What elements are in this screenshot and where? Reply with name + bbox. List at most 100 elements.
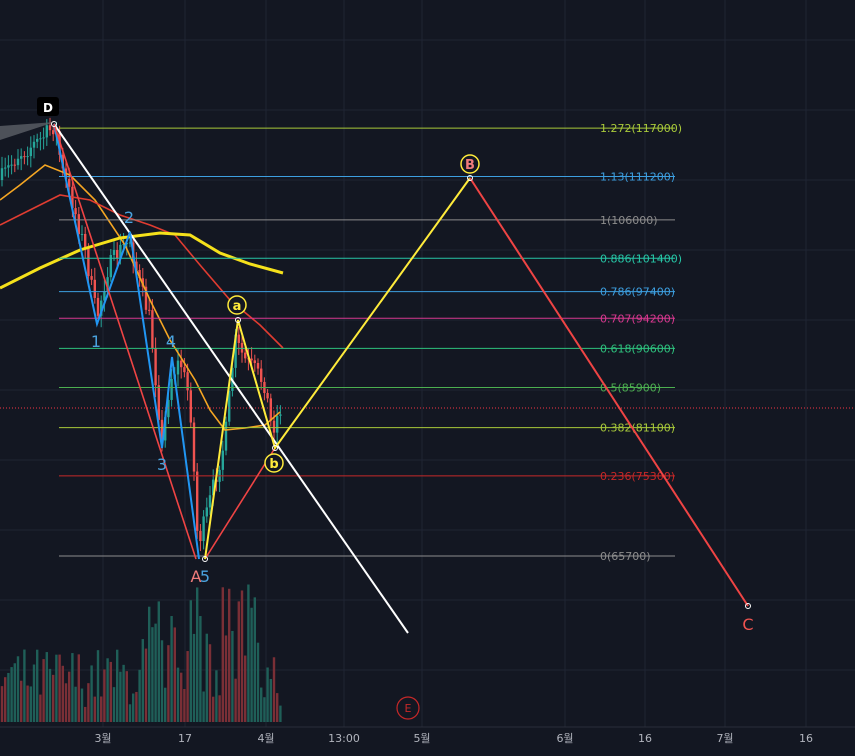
volume-bar xyxy=(148,606,151,722)
volume-bar xyxy=(36,649,39,722)
wave-labels: D 1 2 3 4 A5 a b B C E xyxy=(37,97,754,720)
candle xyxy=(269,398,272,421)
volume-bar xyxy=(116,649,119,722)
volume-bar xyxy=(96,650,100,722)
candle xyxy=(208,495,212,508)
volume-bar xyxy=(234,678,237,722)
candle xyxy=(135,261,138,270)
volume-bar xyxy=(164,687,167,722)
candle xyxy=(256,362,260,369)
volume-bar xyxy=(199,616,202,722)
candle xyxy=(186,372,189,391)
volume-bar xyxy=(244,655,247,722)
fib-level-label: 0.786(97400) xyxy=(600,286,675,299)
candle xyxy=(93,279,96,298)
volume-bar xyxy=(279,705,282,722)
candle xyxy=(36,138,39,142)
volume-bar xyxy=(112,687,116,722)
candle xyxy=(272,420,276,433)
volume-bar xyxy=(128,704,132,722)
wave-label-B: B xyxy=(465,158,475,173)
volume-bar xyxy=(77,654,80,722)
corrective-wave-line xyxy=(204,177,471,560)
volume-bar xyxy=(224,635,228,722)
volume-bar xyxy=(256,642,260,722)
x-axis-label: 16 xyxy=(799,732,813,745)
candle xyxy=(260,368,263,382)
candle xyxy=(48,125,52,131)
candle xyxy=(176,360,180,375)
x-axis-label: 6월 xyxy=(556,732,573,745)
candle xyxy=(212,479,215,496)
volume-bar xyxy=(87,683,90,722)
candle xyxy=(74,208,77,215)
candle xyxy=(224,421,228,451)
wave-label-E: E xyxy=(405,702,412,715)
volume-bar xyxy=(250,607,253,722)
candle xyxy=(122,244,125,246)
volume-bar xyxy=(160,640,164,722)
volume-bar xyxy=(45,652,48,722)
candle xyxy=(0,168,4,180)
x-axis-label: 5월 xyxy=(413,732,430,745)
volume-bar xyxy=(26,685,29,722)
candle xyxy=(167,399,170,418)
volume-bar xyxy=(80,688,84,722)
volume-bar xyxy=(205,633,208,722)
volume-bar xyxy=(132,693,135,722)
wave-label-2: 2 xyxy=(124,208,134,227)
volume-bar xyxy=(20,680,23,722)
trend-line xyxy=(53,123,409,634)
volume-bar xyxy=(212,696,215,722)
candle xyxy=(279,414,282,416)
volume-bar xyxy=(10,667,13,722)
volume-bar xyxy=(141,639,144,722)
volume-bar xyxy=(276,693,279,722)
candle xyxy=(16,158,20,166)
volume-bar xyxy=(240,590,244,722)
volume-bar xyxy=(263,697,266,722)
volume-bars xyxy=(0,584,282,722)
x-axis: 3월 17 4월 13:00 5월 6월 16 7월 16 xyxy=(0,726,855,745)
candle xyxy=(26,156,29,158)
volume-bar xyxy=(61,665,64,722)
wave-label-3: 3 xyxy=(157,455,167,474)
volume-bar xyxy=(135,691,138,722)
fib-level-label: 0.886(101400) xyxy=(600,252,682,265)
pivot-point xyxy=(467,175,473,181)
volume-bar xyxy=(180,672,183,722)
volume-bar xyxy=(42,659,45,722)
candle xyxy=(68,178,71,187)
candle xyxy=(23,156,26,158)
volume-bar xyxy=(196,587,199,722)
volume-bar xyxy=(90,665,93,722)
candle xyxy=(148,309,151,311)
volume-bar xyxy=(119,671,122,722)
volume-bar xyxy=(0,686,4,722)
fib-level-label: 0.5(85900) xyxy=(600,382,661,395)
volume-bar xyxy=(189,600,192,722)
volume-bar xyxy=(39,694,42,722)
wave-label-A: A xyxy=(191,567,202,586)
candle xyxy=(240,342,244,353)
candle xyxy=(189,390,192,423)
candle xyxy=(84,233,87,249)
candle xyxy=(103,291,106,301)
candle xyxy=(164,417,167,441)
wave-label-B-circle xyxy=(460,154,480,174)
candle xyxy=(250,358,253,361)
volume-bar xyxy=(52,674,55,722)
volume-bar xyxy=(55,654,58,722)
pivot-point xyxy=(202,556,208,562)
candle xyxy=(180,360,183,368)
wave-label-a-circle xyxy=(227,295,247,315)
volume-bar xyxy=(247,584,250,722)
volume-bar xyxy=(183,688,186,722)
candle xyxy=(39,138,42,140)
fib-level-label: 0.236(75300) xyxy=(600,470,675,483)
volume-bar xyxy=(272,657,276,722)
candle xyxy=(29,147,32,157)
volume-bar xyxy=(167,645,170,722)
candle xyxy=(80,233,84,235)
